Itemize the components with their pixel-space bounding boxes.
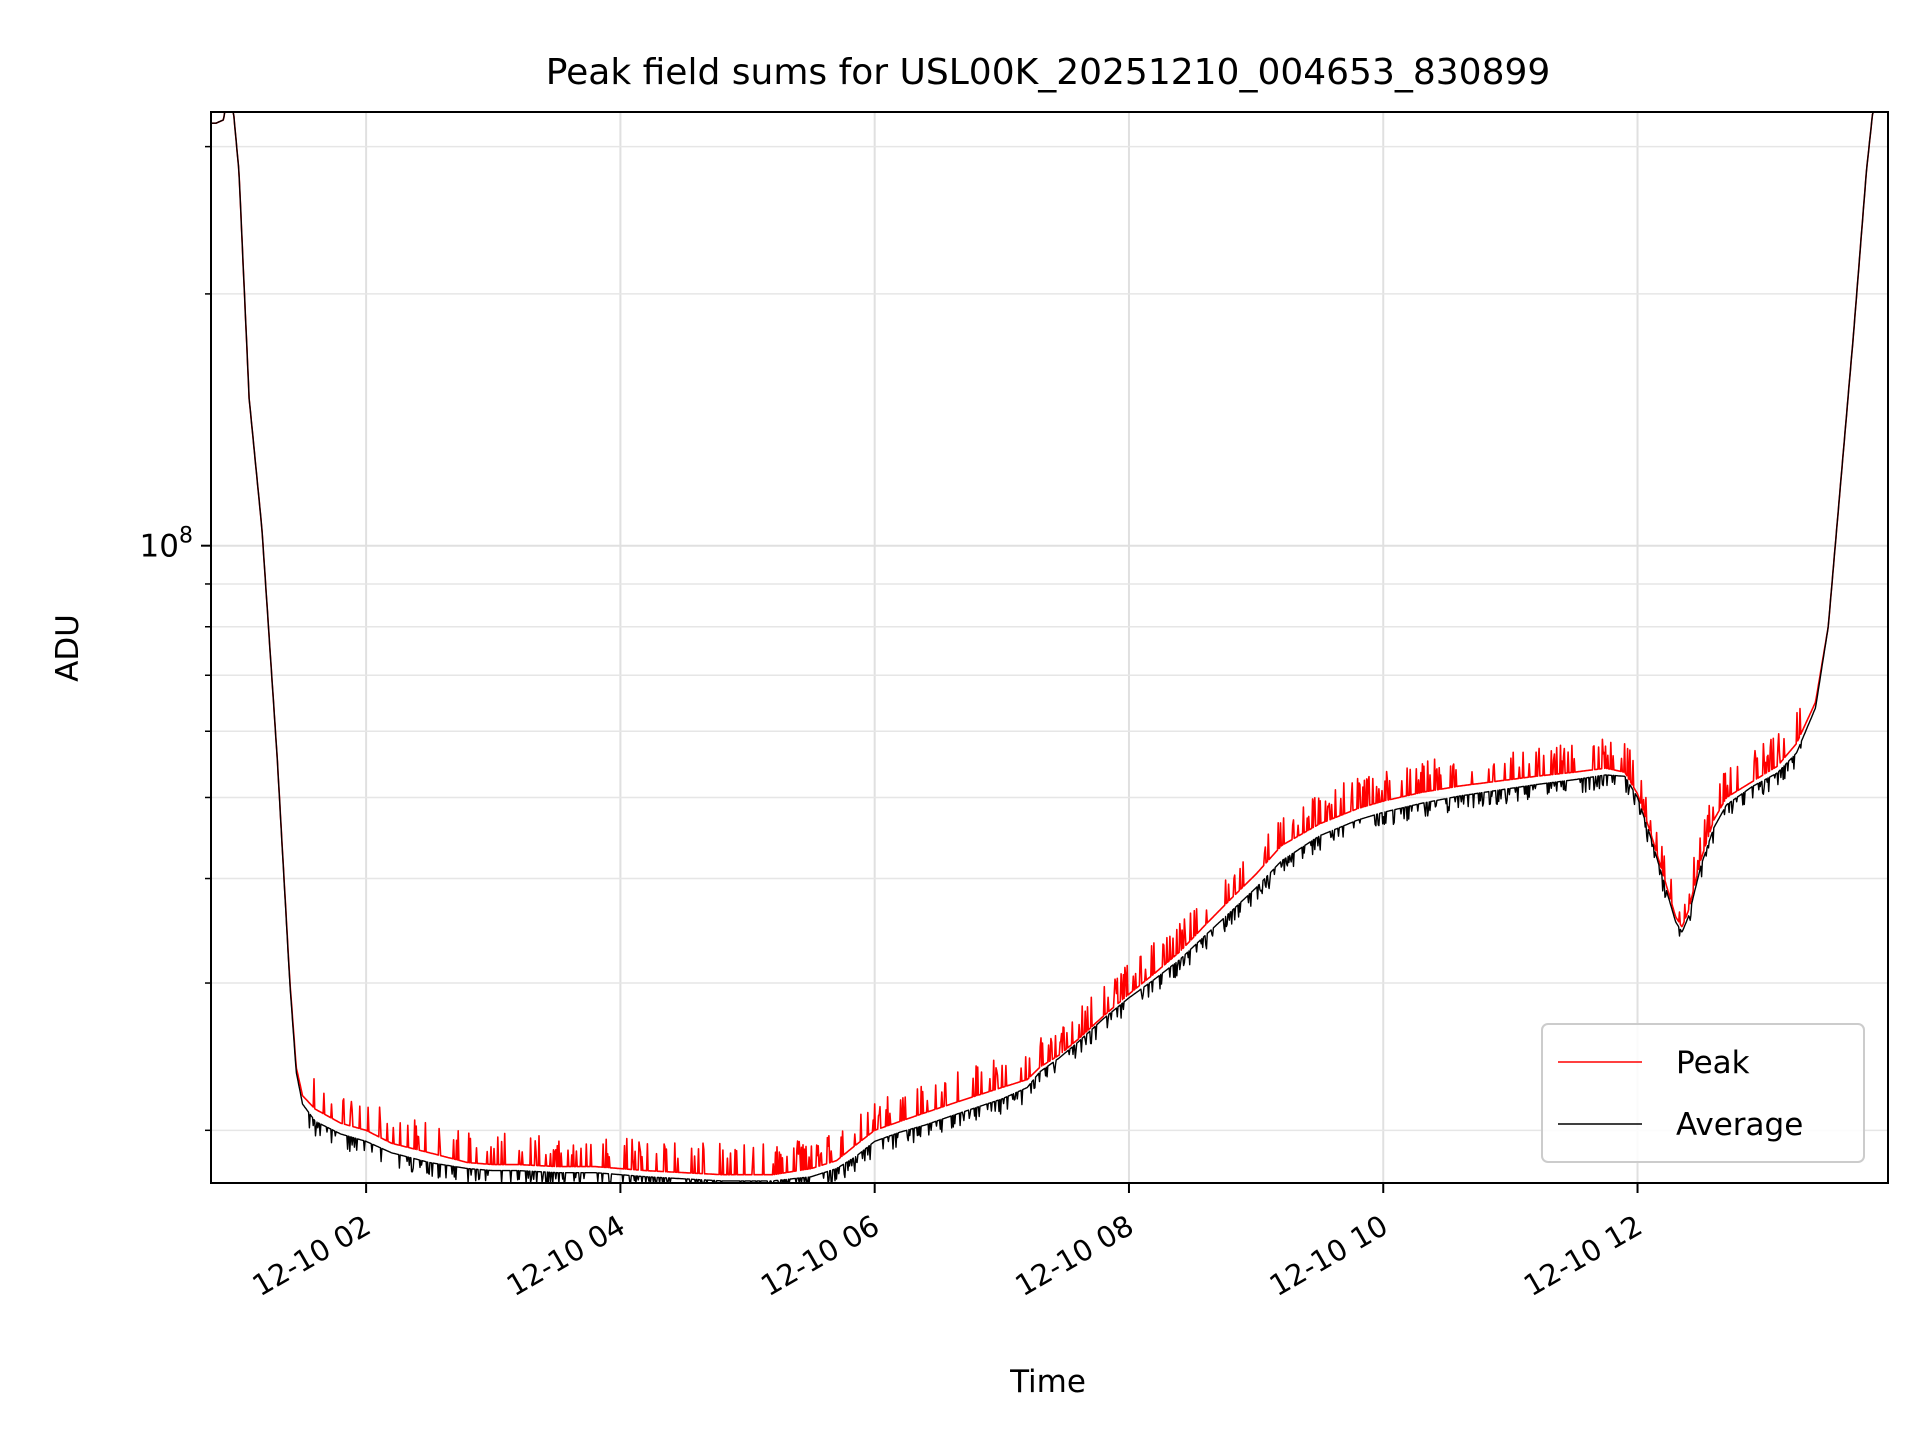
y-axis-label: ADU (50, 614, 86, 682)
legend-label-peak: Peak (1676, 1045, 1750, 1081)
y-tick-label-base: 10 (140, 529, 179, 565)
chart-title: Peak field sums for USL00K_20251210_0046… (546, 52, 1551, 93)
legend: Peak Average (1541, 1023, 1865, 1163)
x-axis-label: Time (1009, 1364, 1086, 1400)
legend-label-average: Average (1676, 1107, 1803, 1143)
y-tick-label-exponent: 8 (179, 524, 193, 549)
y-tick-label: 108 (140, 524, 193, 565)
plot-area-frame (210, 111, 1889, 1184)
series-line-peak (211, 112, 1888, 1176)
series-lines (211, 112, 1888, 1183)
series-line-average (211, 112, 1888, 1183)
legend-box (1541, 1023, 1865, 1163)
grid-lines (211, 112, 1888, 1183)
